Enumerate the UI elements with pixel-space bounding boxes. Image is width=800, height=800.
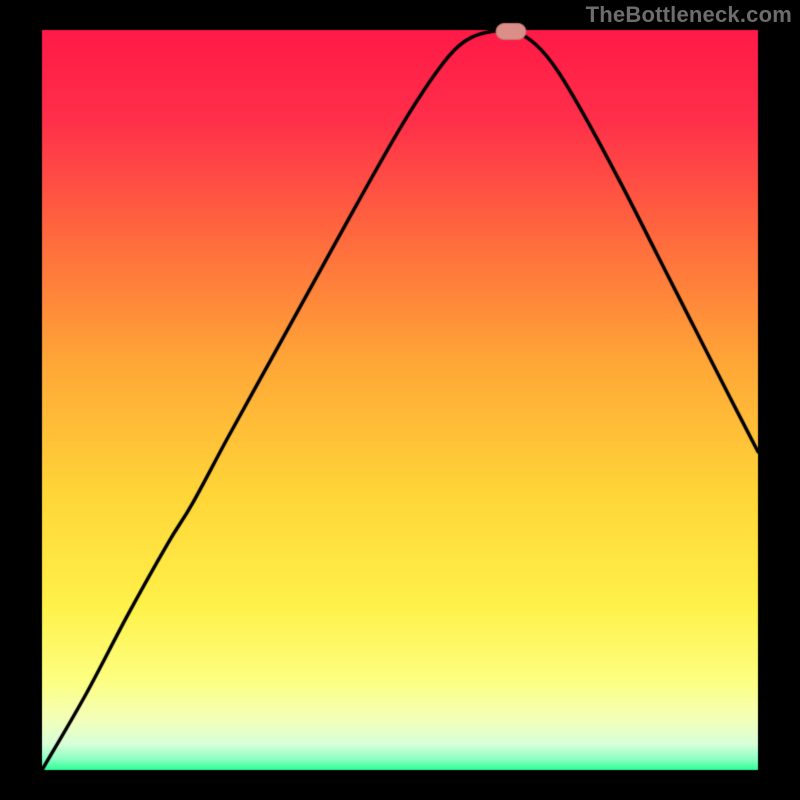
bottleneck-curve-chart: [0, 0, 800, 800]
chart-container: TheBottleneck.com: [0, 0, 800, 800]
watermark-text: TheBottleneck.com: [586, 2, 792, 28]
